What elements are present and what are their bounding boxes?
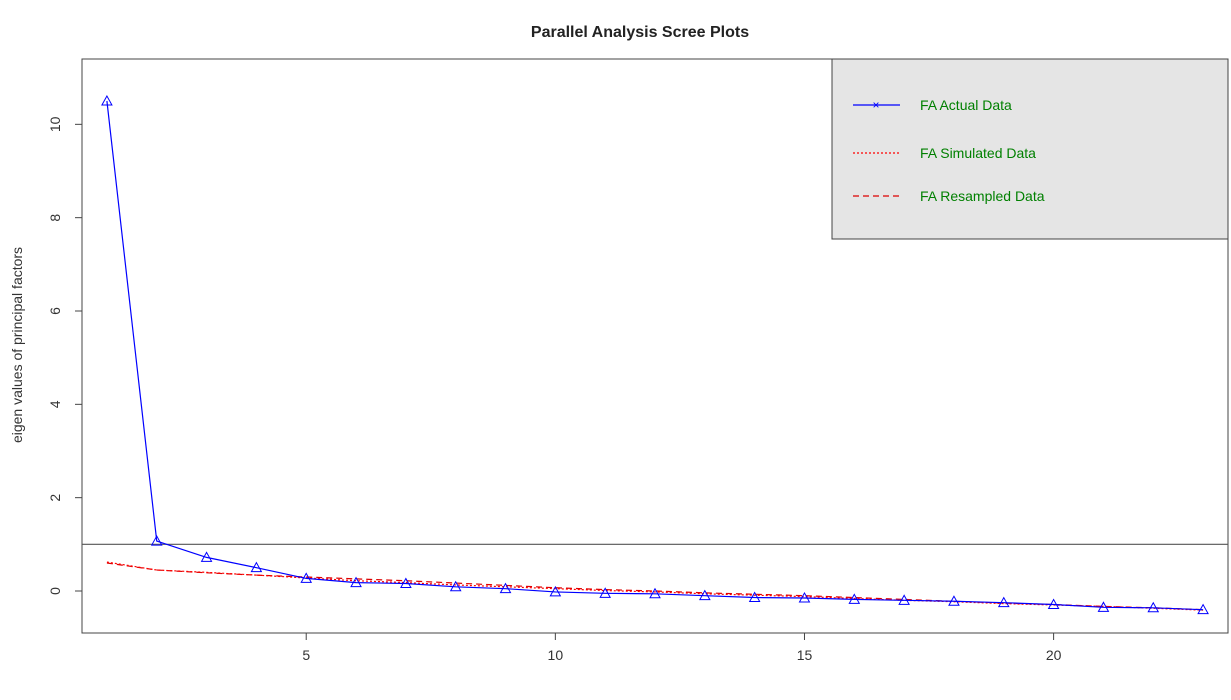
actual-data-point	[350, 576, 362, 588]
actual-data-point	[997, 596, 1010, 608]
actual-data-point	[101, 94, 113, 106]
y-tick-label: 0	[47, 587, 63, 595]
x-tick-label: 15	[797, 647, 813, 663]
plot-layer: 5 10 15 20 0 2 4 6 8 10 × FA Actual Data FA Simulate…	[47, 58, 1229, 663]
chart-title: Parallel Analysis Scree Plots	[531, 24, 749, 41]
actual-data-point	[1197, 603, 1209, 615]
legend-entry: FA Actual Data	[920, 97, 1012, 113]
x-tick-label: 10	[548, 647, 564, 663]
series-line-fa-simulated-data	[106, 561, 1204, 611]
legend-entry: FA Resampled Data	[920, 188, 1045, 204]
actual-data-point	[948, 595, 960, 606]
series-line-fa-resampled-data	[106, 562, 1204, 611]
actual-data-point	[748, 591, 761, 603]
actual-data-point	[898, 594, 910, 605]
x-tick-label: 20	[1046, 647, 1062, 663]
y-tick-label: 6	[47, 307, 63, 315]
legend-box	[831, 58, 1229, 240]
plot-frame	[81, 58, 1229, 634]
actual-data-point	[200, 551, 213, 562]
legend-marker-x-icon: ×	[872, 98, 879, 112]
legend: × FA Actual Data FA Simulated Data FA Resam…	[831, 58, 1229, 240]
actual-data-point	[649, 587, 661, 599]
actual-data-point	[300, 572, 313, 583]
actual-data-point	[250, 561, 263, 573]
actual-data-point	[848, 593, 861, 604]
y-tick-label: 10	[47, 116, 63, 132]
actual-data-point	[698, 589, 711, 601]
actual-data-point	[150, 535, 163, 546]
y-tick-label: 4	[47, 400, 63, 408]
actual-data-point	[1047, 598, 1060, 610]
actual-data-point	[499, 582, 512, 594]
actual-data-point	[449, 580, 462, 592]
actual-data-point	[400, 577, 412, 589]
y-tick-label: 8	[47, 214, 63, 222]
legend-entry: FA Simulated Data	[920, 145, 1036, 161]
actual-data-point	[798, 591, 811, 603]
series-line-fa-actual-data	[106, 100, 1204, 611]
actual-data-point	[1097, 601, 1110, 612]
actual-data-point	[599, 587, 612, 598]
y-axis-label: eigen values of principal factors	[9, 247, 25, 443]
actual-data-point	[1147, 601, 1160, 613]
x-tick-label: 5	[302, 647, 310, 663]
y-tick-label: 2	[47, 494, 63, 502]
actual-data-point	[549, 585, 562, 597]
